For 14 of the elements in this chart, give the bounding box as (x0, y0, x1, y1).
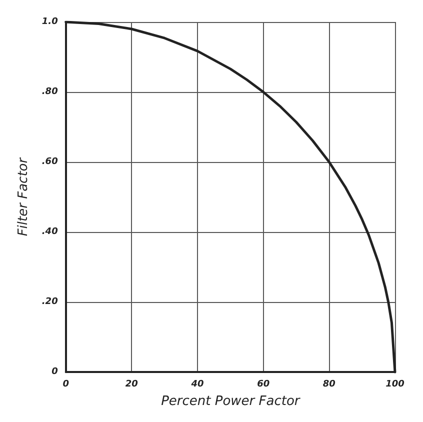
x-tick-label: 60 (257, 380, 270, 390)
y-tick-label: 0 (52, 367, 58, 378)
x-tick-label: 80 (322, 380, 336, 390)
y-tick-label: .20 (42, 297, 58, 308)
y-tick-label: .60 (42, 157, 58, 168)
y-tick-label: .80 (42, 87, 58, 98)
y-tick-label: .40 (42, 227, 58, 238)
x-tick-label: 100 (386, 380, 404, 390)
x-tick-label: 40 (190, 380, 204, 390)
x-tick-label: 20 (125, 380, 138, 390)
x-axis-title: Percent Power Factor (161, 394, 302, 409)
y-tick-label: 1.0 (42, 17, 58, 27)
x-tick-label: 0 (62, 380, 69, 390)
y-axis-title: Filter Factor (16, 156, 31, 236)
